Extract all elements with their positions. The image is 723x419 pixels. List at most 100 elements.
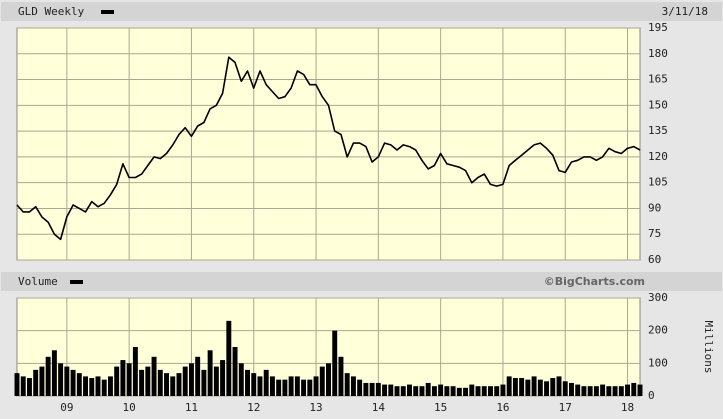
volume-bar [83, 376, 88, 396]
x-tick-label: 18 [621, 401, 634, 414]
volume-bar [587, 386, 593, 396]
x-tick-label: 10 [123, 401, 136, 414]
volume-bar [269, 376, 275, 396]
volume-bar [506, 376, 512, 396]
y-tick-label: 120 [648, 150, 668, 163]
price-line [16, 56, 641, 241]
volume-header-bar [1, 272, 722, 291]
volume-bar [157, 369, 163, 396]
volume-bar [500, 384, 506, 396]
y-tick-label: 75 [648, 227, 661, 240]
volume-bar [213, 366, 219, 396]
volume-bar [606, 386, 612, 396]
volume-bar [469, 384, 475, 396]
volume-bar [232, 347, 238, 396]
volume-bar [282, 379, 288, 396]
legend-swatch [70, 280, 83, 284]
volume-bar [226, 320, 232, 396]
x-tick-label: 13 [309, 401, 322, 414]
volume-bar [400, 386, 406, 396]
y-tick-label: 0 [648, 389, 655, 402]
volume-bar [519, 378, 525, 396]
volume-bar [326, 363, 331, 396]
y-tick-label: 100 [648, 356, 668, 369]
volume-bar [413, 386, 419, 396]
volume-bar [357, 379, 363, 396]
volume-bar [456, 387, 462, 396]
volume-bar [58, 363, 64, 396]
y-tick-label: 150 [648, 98, 668, 111]
volume-bar [164, 373, 169, 396]
volume-bar [332, 330, 338, 396]
volume-bar [313, 376, 319, 396]
volume-bar [101, 379, 107, 396]
x-tick-label: 12 [247, 401, 260, 414]
volume-bar [151, 356, 157, 396]
y-tick-label: 200 [648, 324, 668, 337]
volume-bar [70, 369, 76, 396]
volume-bar [301, 379, 307, 396]
volume-bar [319, 366, 325, 396]
volume-bar [382, 384, 388, 396]
volume-bar [188, 363, 194, 396]
y-tick-label: 60 [648, 253, 661, 266]
volume-bar [600, 384, 606, 396]
volume-bar [95, 376, 101, 396]
volume-bar [338, 356, 344, 396]
volume-bar [363, 382, 369, 396]
y-tick-label: 300 [648, 291, 668, 304]
volume-bar [450, 386, 456, 396]
volume-bar [51, 350, 57, 396]
volume-bar [388, 384, 394, 396]
volume-bar [120, 360, 126, 396]
volume-bar [107, 376, 113, 396]
volume-bar [369, 382, 375, 396]
y-tick-label: 180 [648, 47, 668, 60]
volume-bar [593, 386, 599, 396]
volume-bar [569, 382, 574, 396]
volume-bar [544, 381, 550, 396]
volume-bar [26, 378, 32, 396]
volume-bar [444, 386, 450, 396]
volume-bar [14, 373, 20, 396]
volume-bar [475, 386, 481, 396]
legend-label: Volume [18, 275, 58, 288]
volume-bar [618, 386, 624, 396]
volume-bar [195, 356, 201, 396]
volume-bar [257, 376, 263, 396]
volume-bar [419, 386, 425, 396]
y-tick-label: 165 [648, 73, 668, 86]
header-bar [1, 2, 722, 21]
volume-bar [207, 350, 213, 396]
volume-bar [537, 379, 543, 396]
volume-bar [89, 378, 95, 396]
volume-bar [350, 376, 356, 396]
volume-bar [481, 386, 487, 396]
y-tick-label: 105 [648, 176, 668, 189]
y-axis-label: Millions [702, 321, 715, 374]
volume-bar [431, 386, 437, 396]
volume-bar [625, 384, 631, 396]
date-label: 3/11/18 [662, 5, 708, 18]
volume-bar [512, 378, 518, 396]
volume-bar [20, 376, 26, 396]
volume-bar [550, 378, 556, 396]
volume-bar [245, 369, 250, 396]
y-tick-label: 135 [648, 124, 668, 137]
volume-bar [76, 373, 82, 396]
volume-bar [425, 382, 431, 396]
volume-bar [132, 347, 138, 396]
volume-bar [562, 381, 568, 396]
volume-bar [612, 386, 618, 396]
volume-bar [263, 369, 269, 396]
volume-bar [276, 379, 282, 396]
x-tick-label: 15 [434, 401, 447, 414]
volume-bar [114, 366, 120, 396]
volume-bar [176, 373, 182, 396]
volume-bar [64, 366, 70, 396]
volume-bar [575, 384, 581, 396]
volume-bar [494, 386, 500, 396]
volume-bar [488, 386, 493, 396]
legend-swatch [101, 10, 114, 14]
